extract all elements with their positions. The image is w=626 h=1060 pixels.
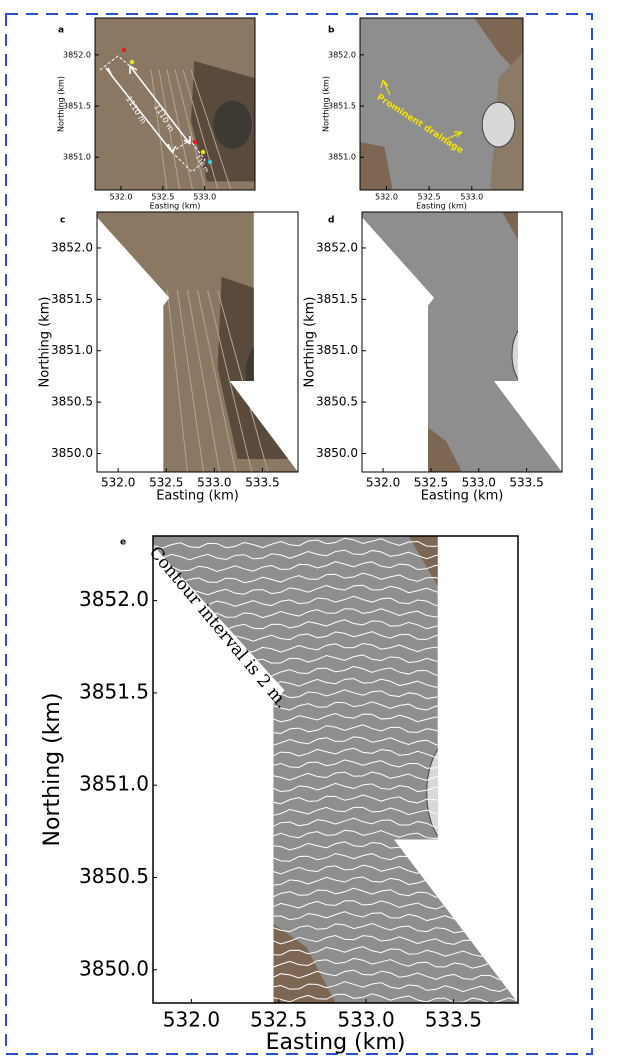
photo-patch <box>360 141 393 190</box>
border <box>5 13 593 1055</box>
y-tick-label: 3851.5 <box>79 679 149 703</box>
photo-patch <box>428 427 462 472</box>
x-tick-label: 532.5 <box>149 475 183 489</box>
y-axis-label: Northing (km) <box>322 76 331 132</box>
hill <box>481 101 516 148</box>
panel-label: d <box>328 216 334 226</box>
image <box>360 18 523 190</box>
wash <box>150 69 168 190</box>
x-tick-label: 533.0 <box>197 475 231 489</box>
y-tick-label: 3851.5 <box>63 102 91 111</box>
wash <box>190 69 232 190</box>
x-tick-label: 533.5 <box>509 475 543 489</box>
photo-patch <box>362 399 402 472</box>
y-tick-label: 3851.0 <box>316 343 358 357</box>
plot-frame <box>96 211 299 473</box>
x-tick-label: 532.0 <box>366 475 400 489</box>
x-tick-label: 533.0 <box>337 1008 394 1032</box>
x-tick-label: 532.0 <box>110 193 133 202</box>
y-tick-label: 3851.0 <box>63 153 91 162</box>
wash <box>217 289 269 472</box>
image <box>95 18 255 190</box>
y-tick-label: 3851.5 <box>316 292 358 306</box>
y-tick-label: 3851.5 <box>328 102 356 111</box>
marker <box>192 139 198 145</box>
y-tick-label: 3851.0 <box>51 343 93 357</box>
x-axis-label: Easting (km) <box>416 202 467 211</box>
wash <box>174 69 206 190</box>
x-axis-label: Easting (km) <box>156 489 239 504</box>
x-tick-label: 532.5 <box>250 1008 307 1032</box>
y-tick-label: 3852.0 <box>79 587 149 611</box>
image <box>362 212 562 472</box>
image <box>97 212 298 472</box>
x-axis-label: Easting (km) <box>266 1030 406 1055</box>
hill <box>426 731 501 855</box>
panel-label: a <box>58 26 64 36</box>
marker <box>200 149 206 155</box>
panel-label: c <box>60 216 65 226</box>
photo-patch <box>153 872 226 1003</box>
y-axis-label: Northing (km) <box>38 297 53 388</box>
y-tick-label: 3850.5 <box>316 395 358 409</box>
x-tick-label: 532.5 <box>151 193 174 202</box>
plot-frame <box>94 17 256 191</box>
x-tick-label: 533.5 <box>425 1008 482 1032</box>
plot-frame <box>152 535 519 1004</box>
x-tick-label: 532.0 <box>101 475 135 489</box>
y-tick-label: 3850.0 <box>51 446 93 460</box>
dashed-box <box>99 55 206 173</box>
arrow <box>380 79 463 141</box>
y-tick-label: 3851.0 <box>79 772 149 796</box>
plot-frame <box>361 211 563 473</box>
image-background <box>362 212 562 472</box>
y-tick-label: 3850.0 <box>79 956 149 980</box>
y-tick-label: 3852.0 <box>316 240 358 254</box>
y-axis-label: Northing (km) <box>57 76 66 132</box>
x-tick-label: 533.0 <box>460 193 483 202</box>
marker <box>207 159 213 165</box>
y-tick-label: 3852.0 <box>51 240 93 254</box>
y-tick-label: 3852.0 <box>328 50 356 59</box>
arrow <box>129 65 191 145</box>
y-tick-label: 3851.0 <box>328 153 356 162</box>
wash <box>166 289 188 472</box>
x-tick-label: 532.5 <box>418 193 441 202</box>
wash <box>197 289 237 472</box>
x-tick-label: 532.0 <box>163 1008 220 1032</box>
marker <box>121 47 127 53</box>
x-tick-label: 533.0 <box>193 193 216 202</box>
panel-label: e <box>120 538 126 548</box>
x-axis-label: Easting (km) <box>421 489 504 504</box>
y-tick-label: 3850.5 <box>51 395 93 409</box>
plot-frame <box>359 17 524 191</box>
arrow <box>105 67 177 153</box>
hill <box>511 320 553 390</box>
y-axis-label: Northing (km) <box>40 693 65 847</box>
marker <box>129 59 135 65</box>
wash <box>186 289 221 472</box>
y-tick-label: 3850.5 <box>79 864 149 888</box>
hill <box>245 336 294 410</box>
panel-label: b <box>328 26 335 36</box>
y-tick-label: 3852.0 <box>63 50 91 59</box>
y-axis-label: Northing (km) <box>303 297 318 388</box>
photo-patch <box>273 923 336 1003</box>
x-axis-label: Easting (km) <box>150 202 201 211</box>
wash <box>176 289 205 472</box>
x-tick-label: 533.5 <box>245 475 279 489</box>
photo-patch <box>474 18 523 79</box>
x-tick-label: 533.0 <box>462 475 496 489</box>
x-tick-label: 532.0 <box>375 193 398 202</box>
wash <box>207 289 253 472</box>
y-tick-label: 3851.5 <box>51 292 93 306</box>
wash <box>158 69 181 190</box>
wash <box>182 69 219 190</box>
x-tick-label: 532.5 <box>414 475 448 489</box>
hill <box>213 100 252 149</box>
y-tick-label: 3850.0 <box>316 446 358 460</box>
